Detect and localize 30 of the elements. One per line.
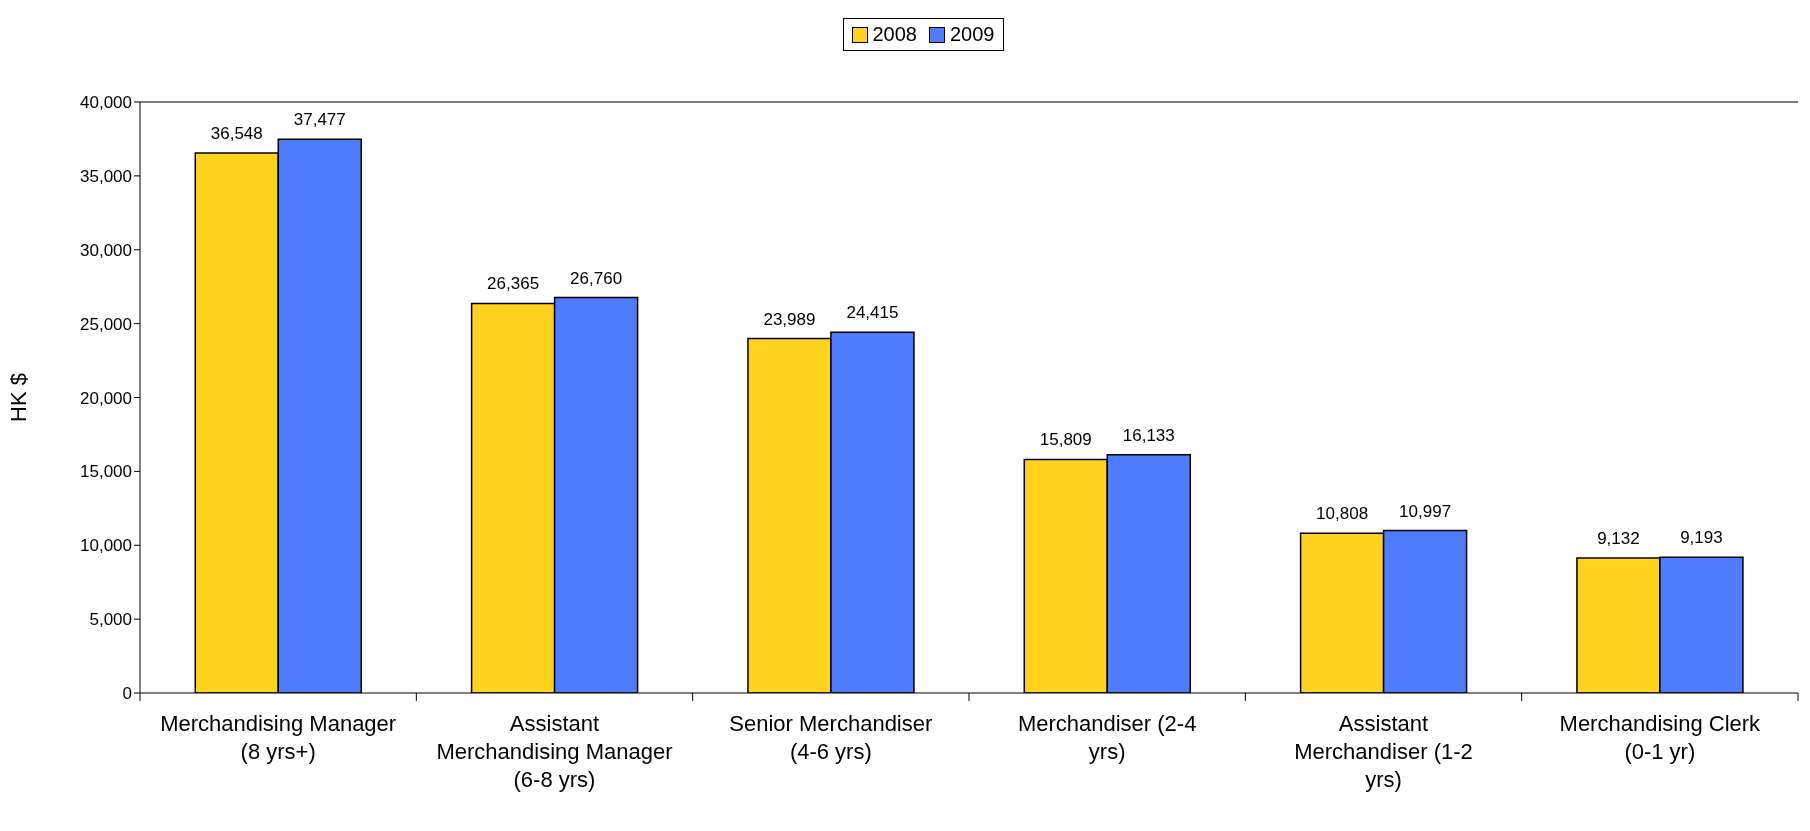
data-label: 36,548 [210, 124, 263, 143]
data-label: 26,365 [487, 274, 540, 294]
y-tick-label: 25,000 [80, 314, 132, 334]
data-label: 26,760 [570, 268, 623, 288]
x-tick-label: Assistant Merchandising Manager (6-8 yrs) [436, 711, 673, 792]
y-tick-label: 15,000 [80, 462, 132, 482]
data-label: 9,132 [1597, 529, 1640, 549]
data-label: 10,997 [1399, 501, 1452, 521]
data-label: 10,808 [1316, 504, 1369, 524]
x-tick-label: Merchandiser (2-4 yrs) [1017, 711, 1197, 764]
y-tick-label: 30,000 [80, 240, 132, 260]
y-tick-label: 20,000 [80, 388, 132, 408]
y-tick-label: 35,000 [80, 166, 132, 186]
y-tick-label: 10,000 [80, 536, 132, 556]
data-label: 16,133 [1122, 425, 1175, 445]
x-tick-label: Senior Merchandiser (4-6 yrs) [729, 711, 933, 764]
legend-label: 2009 [949, 23, 995, 46]
data-label: 15,809 [1039, 430, 1092, 450]
data-label: 23,989 [763, 309, 816, 329]
x-tick-label: Merchandising Clerk (0-1 yr) [1559, 711, 1762, 764]
y-tick-label: 0 [122, 684, 132, 704]
y-tick-label: 40,000 [80, 93, 132, 113]
y-tick-label: 5,000 [89, 610, 132, 630]
data-label: 9,193 [1680, 528, 1723, 548]
legend-label: 2008 [871, 23, 917, 46]
y-axis-title: HK $ [5, 373, 31, 422]
x-tick-label: Assistant Merchandiser (1-2 yrs) [1294, 711, 1473, 792]
x-tick-label: Merchandising Manager (8 yrs+) [160, 711, 397, 764]
data-label: 37,477 [293, 110, 346, 130]
data-label: 24,415 [846, 303, 899, 323]
